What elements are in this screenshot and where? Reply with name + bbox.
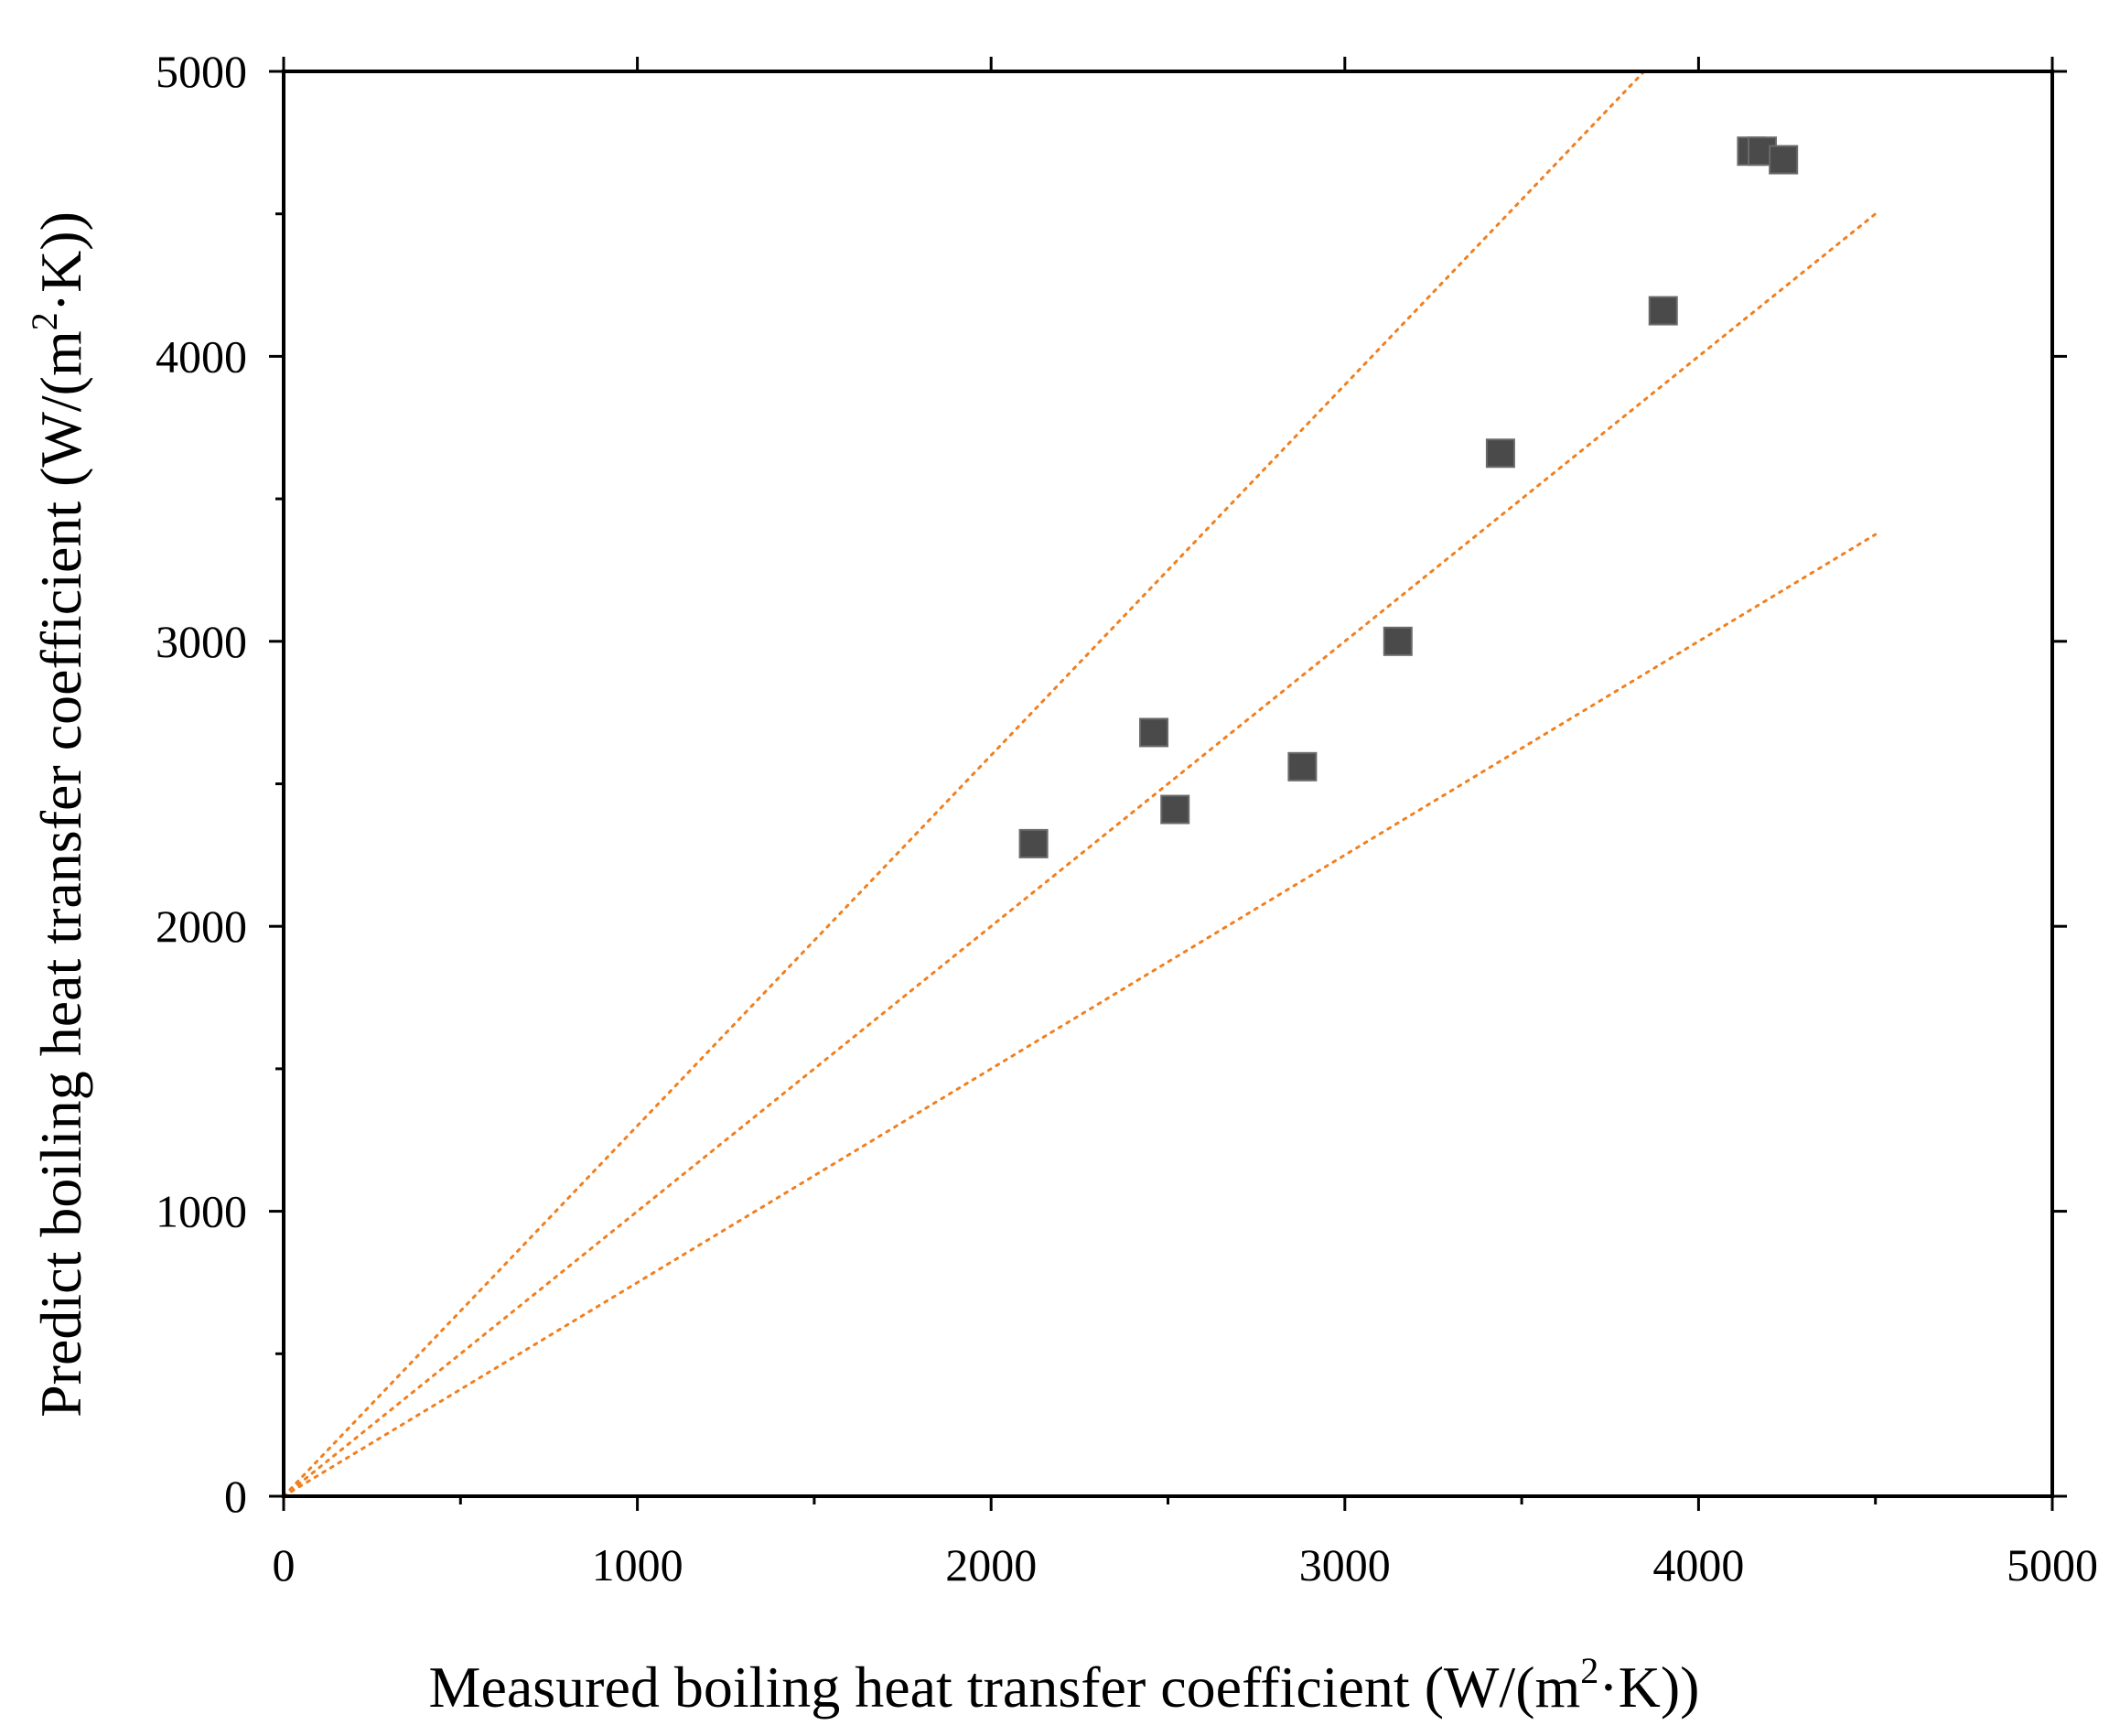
ticks: 0 1000 2000 3000 4000 5000 0 1000 2000 3000 4000 50… [156,46,2098,1590]
y-tick-label: 3000 [156,616,247,667]
reference-line-2 [282,212,1878,1498]
data-point [1648,296,1678,326]
data-point [1160,794,1190,825]
data-point [1485,438,1515,469]
x-tick-label: 3000 [1299,1539,1391,1590]
data-point [1018,828,1049,858]
y-tick-label: 2000 [156,900,247,952]
x-tick-label: 2000 [945,1539,1037,1590]
x-tick-label: 5000 [2007,1539,2098,1590]
x-axis-title: Measured boiling heat transfer coefficie… [429,1650,1700,1720]
reference-line-3 [282,533,1878,1498]
data-point [1287,751,1318,782]
x-tick-label: 0 [273,1539,296,1590]
y-tick-label: 0 [224,1471,247,1522]
y-tick-label: 1000 [156,1186,247,1237]
x-tick-label: 4000 [1652,1539,1744,1590]
y-axis-title: Predict boiling heat transfer coefficien… [24,211,93,1418]
data-points [1018,136,1799,858]
y-tick-label: 4000 [156,330,247,382]
reference-line-1 [282,68,1647,1498]
data-point [1139,717,1169,748]
reference-lines [282,68,1878,1498]
data-point [1769,145,1799,175]
y-tick-label: 5000 [156,46,247,97]
data-point [1383,626,1413,656]
x-tick-label: 1000 [592,1539,683,1590]
